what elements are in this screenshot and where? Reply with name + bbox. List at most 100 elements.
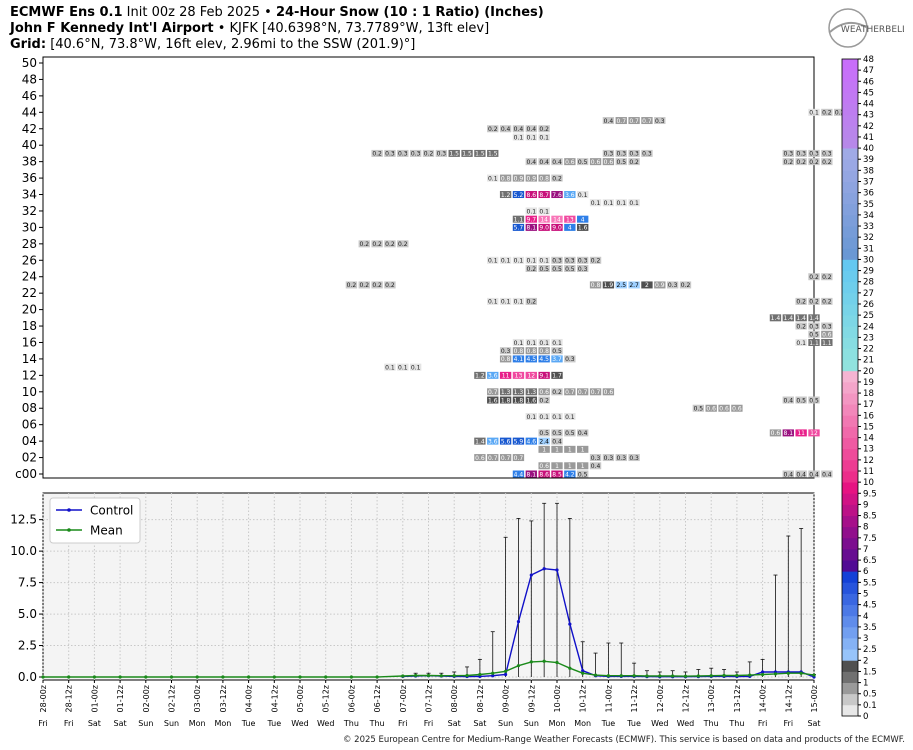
heatmap-cell: 0.1 xyxy=(808,108,820,117)
heatmap-cell: 0.2 xyxy=(821,273,833,281)
heatmap-cell-box xyxy=(499,371,512,379)
heatmap-cell-box xyxy=(538,462,550,470)
heatmap-cell-box xyxy=(512,396,525,404)
colorbar-segment xyxy=(842,604,858,617)
heatmap-cell-box xyxy=(782,470,794,478)
colorbar-segment xyxy=(842,159,858,171)
heatmap-cell: 4.4 xyxy=(512,470,525,478)
heatmap-cell-box xyxy=(538,125,550,133)
heatmap-cell: 8.7 xyxy=(538,191,550,199)
heatmap-cell: 0.5 xyxy=(564,429,576,437)
heatmap-cell-value: 1.1 xyxy=(809,340,819,347)
heatmap-cell: 0.5 xyxy=(795,396,807,404)
heatmap-cell: 0.1 xyxy=(538,338,550,347)
heatmap-cell-value: 8.1 xyxy=(527,471,537,478)
heatmap-cell-box xyxy=(538,207,550,215)
heatmap-cell-value: 0.5 xyxy=(578,159,588,166)
series-point-mean xyxy=(632,674,636,678)
heatmap-cell: 0.5 xyxy=(551,347,563,355)
series-point-mean xyxy=(722,673,726,678)
heatmap-cell: 1.3 xyxy=(499,388,512,396)
heatmap-cell-box xyxy=(795,429,807,437)
heatmap-cell: 1.4 xyxy=(474,437,486,445)
series-point-mean xyxy=(144,675,148,679)
heatmap-cell-box xyxy=(487,437,499,445)
colorbar-tick-label: 19 xyxy=(863,378,874,388)
colorbar-tick-label: 14 xyxy=(863,434,874,444)
heatmap-cell: 9.1 xyxy=(538,371,550,380)
colorbar-tick-label: 24 xyxy=(863,322,874,332)
heatmap-cell: 0.1 xyxy=(525,338,537,347)
heatmap-cell: 1.4 xyxy=(808,314,820,322)
day-label: Thu xyxy=(728,719,744,728)
series-point-mean xyxy=(414,673,418,678)
heatmap-cell: 0.2 xyxy=(821,297,833,306)
colorbar-segment xyxy=(842,448,858,461)
heatmap-cell-box xyxy=(384,281,396,289)
heatmap-cell-box xyxy=(499,297,512,305)
heatmap-cell-box xyxy=(538,445,550,453)
colorbar-segment xyxy=(842,615,858,628)
series-point-control xyxy=(516,620,521,624)
series-point-mean xyxy=(696,674,700,678)
heatmap-cell: 0.2 xyxy=(795,322,807,330)
series-point-mean xyxy=(298,675,302,679)
heatmap-cell-box xyxy=(538,388,550,396)
heatmap-cell-value: 1 xyxy=(568,463,572,470)
heatmap-cell: 0.2 xyxy=(538,396,550,404)
heatmap-cell-box xyxy=(487,174,499,182)
heatmap-cell-value: 0.7 xyxy=(514,455,524,462)
heatmap-cell: 5.2 xyxy=(512,191,525,199)
heatmap-cell-box xyxy=(499,454,512,462)
heatmap-cell: 0.1 xyxy=(487,297,499,306)
heatmap-cell-box xyxy=(371,240,383,248)
series-point-mean xyxy=(465,673,469,678)
heatmap-cell-value: 0.4 xyxy=(578,430,588,437)
heatmap-cell: 0.3 xyxy=(615,454,627,462)
series-point-mean xyxy=(568,666,572,670)
heatmap-y-tick-label: c00 xyxy=(15,467,37,481)
heatmap-cell: 0.2 xyxy=(345,281,358,289)
colorbar-frame xyxy=(841,58,859,717)
heatmap-cell: 0.3 xyxy=(782,149,794,158)
series-point-mean xyxy=(195,675,199,679)
heatmap-cell-value: 0.7 xyxy=(565,389,575,396)
heatmap-cell: 0.4 xyxy=(551,437,563,445)
x-tick-label: 11-00z xyxy=(604,685,613,712)
heatmap-cell-value: 1.8 xyxy=(501,397,511,404)
heatmap-cell-box xyxy=(769,429,782,437)
heatmap-cell-value: 0.1 xyxy=(514,134,524,141)
series-point-mean xyxy=(529,660,533,664)
heatmap-cell-box xyxy=(821,322,833,330)
colorbar-tick-label: 12 xyxy=(863,456,874,466)
heatmap-cell: 1.5 xyxy=(461,149,473,158)
heatmap-cell: 0.2 xyxy=(808,273,820,281)
colorbar-tick-label: 10 xyxy=(863,478,874,488)
heatmap-cell: 0.1 xyxy=(384,363,396,371)
heatmap-cell-box xyxy=(577,388,589,396)
heatmap-y-tick-label: 24 xyxy=(22,270,37,284)
y-tick-label: 12.5 xyxy=(10,513,37,527)
heatmap-cell-box xyxy=(512,223,525,231)
series-point-mean xyxy=(619,674,623,678)
heatmap-cell: 1 xyxy=(577,445,589,454)
heatmap-cell-value: 3.6 xyxy=(565,192,575,199)
heatmap-cell-box xyxy=(409,363,422,371)
heatmap-cell: 1 xyxy=(577,462,589,470)
legend-box xyxy=(49,497,141,544)
heatmap-cell: 0.7 xyxy=(512,454,525,462)
heatmap-cell: 0.3 xyxy=(397,149,409,158)
series-point-mean xyxy=(812,673,816,677)
heatmap-cell-value: 0.1 xyxy=(809,110,819,117)
y-tick-label: 10.0 xyxy=(10,544,37,558)
x-tick-label: 05-00z xyxy=(296,685,305,712)
x-tick-label: 04-00z xyxy=(245,685,254,712)
heatmap-cell-box xyxy=(821,470,833,478)
heatmap-cell-box xyxy=(512,371,525,379)
heatmap-cell: 4 xyxy=(564,223,576,232)
x-tick-label: 09-00z xyxy=(502,685,511,712)
heatmap-cell-value: 0.3 xyxy=(809,151,819,158)
heatmap-cell-value: 4 xyxy=(581,216,585,223)
heatmap-y-tick-label: 22 xyxy=(22,286,37,300)
heatmap-cell-value: 0.2 xyxy=(784,159,794,166)
